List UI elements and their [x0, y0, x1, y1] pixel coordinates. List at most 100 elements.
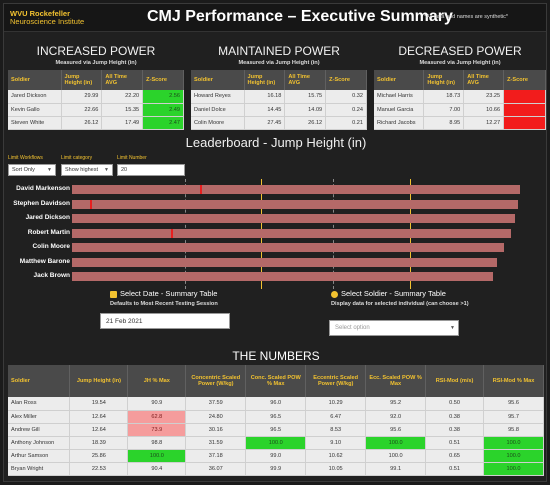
metric-cell: 9.10 [305, 436, 367, 450]
logo-line-2: Neuroscience Institute [10, 17, 85, 26]
soldier-name: Steven White [8, 116, 62, 130]
col-conc-pct-max[interactable]: Conc. Scaled POW % Max [245, 365, 307, 397]
athlete-label: Matthew Barone [19, 257, 70, 265]
col-jump-height[interactable]: Jump Height (in) [423, 70, 465, 90]
soldier-name: Bryan Wright [8, 462, 71, 476]
jump-height: 7.00 [423, 103, 465, 117]
col-z-score[interactable]: Z-Score [142, 70, 184, 90]
leaderboard-bar[interactable] [72, 243, 504, 252]
col-jh-pct-max[interactable]: JH % Max [127, 365, 187, 397]
col-z-score[interactable]: Z-Score [325, 70, 367, 90]
synthetic-data-disclaimer: *All data and names are synthetic* [424, 14, 509, 20]
metric-cell: 98.8 [127, 436, 187, 450]
all-time-avg: 15.35 [101, 103, 144, 117]
metric-cell: 24.80 [185, 410, 247, 424]
col-soldier[interactable]: Soldier [191, 70, 245, 90]
metric-cell: 73.9 [127, 423, 187, 437]
wvu-logo: WVU Rockefeller Neuroscience Institute [10, 10, 84, 26]
metric-cell: 99.9 [245, 462, 307, 476]
metric-cell: 25.86 [69, 449, 129, 463]
col-jump-height[interactable]: Jump Height (in) [69, 365, 129, 397]
athlete-label: Jack Brown [33, 272, 71, 279]
col-z-score[interactable]: Z-Score [503, 70, 546, 90]
metric-cell: 95.7 [483, 410, 544, 424]
z-score: 0.32 [325, 90, 367, 104]
all-time-avg: 17.49 [101, 116, 144, 130]
metric-cell: 30.16 [185, 423, 247, 437]
table-row: Kevin Gallo 22.66 15.35 2.49 [8, 103, 184, 117]
metric-cell: 12.64 [69, 410, 129, 424]
leaderboard-bar[interactable] [72, 257, 498, 267]
col-jump-height[interactable]: Jump Height (in) [244, 70, 286, 90]
decreased-power-table: Soldier Jump Height (in) All Time AVG Z-… [374, 70, 546, 130]
category-select[interactable]: Show highest ▼ [61, 164, 113, 176]
col-rsi-mod[interactable]: RSI-Mod (m/s) [425, 365, 485, 397]
col-all-time-avg[interactable]: All Time AVG [101, 70, 144, 90]
all-time-avg: 15.75 [284, 90, 327, 104]
jump-height: 8.95 [423, 116, 465, 130]
date-input[interactable]: 21 Feb 2021 [100, 313, 230, 329]
athlete-label: Jared Dickson [25, 214, 70, 221]
metric-cell: 0.50 [425, 397, 485, 411]
table-row: Richard Jacobs 8.95 12.27 [374, 116, 546, 130]
soldier-name: Colin Moore [191, 116, 245, 130]
metric-cell: 0.51 [425, 462, 485, 476]
filter-label-number: Limit Number [117, 155, 147, 161]
metric-cell: 95.2 [365, 397, 427, 411]
leaderboard-bar[interactable] [72, 228, 511, 238]
leaderboard-bar[interactable] [72, 185, 520, 194]
col-soldier[interactable]: Soldier [8, 70, 62, 90]
soldier-name: Arthur Samson [8, 449, 71, 463]
all-time-avg: 26.12 [284, 116, 327, 130]
metric-cell: 99.1 [365, 462, 427, 476]
col-ecc-power[interactable]: Eccentric Scaled Power (W/kg) [305, 365, 367, 397]
leaderboard-chart: David Markenson Stephen Davidson Jared Dic… [4, 179, 546, 291]
decreased-power-subtitle: Measured via Jump Height (in) [419, 60, 501, 66]
metric-cell: 36.07 [185, 462, 247, 476]
filter-label-category: Limit category [61, 155, 93, 161]
table-row: Anthony Johnson 18.39 98.8 31.59 100.0 9.10 10… [8, 436, 544, 450]
soldier-name: Kevin Gallo [8, 103, 62, 117]
soldier-name: Andrew Gill [8, 423, 71, 437]
metric-cell: 90.9 [127, 397, 187, 411]
metric-cell: 18.39 [69, 436, 129, 450]
page-title: CMJ Performance – Executive Summary [147, 8, 453, 25]
all-time-avg: 22.20 [101, 90, 144, 104]
col-all-time-avg[interactable]: All Time AVG [284, 70, 327, 90]
metric-cell: 0.38 [425, 410, 485, 424]
limit-number-input[interactable]: 20 [117, 164, 185, 176]
soldier-select[interactable]: Select option ▼ [329, 320, 459, 336]
select-date-title-text: Select Date - Summary Table [120, 289, 218, 298]
jump-height: 16.18 [244, 90, 286, 104]
select-soldier-title: Select Soldier - Summary Table [331, 289, 446, 298]
table-row: Michael Harris 18.73 23.25 [374, 90, 546, 104]
leaderboard-bar[interactable] [72, 214, 516, 223]
soldier-name: Daniel Dolce [191, 103, 245, 117]
metric-cell: 12.64 [69, 423, 129, 437]
soldier-select-placeholder: Select option [335, 325, 370, 331]
workflow-select[interactable]: Sort Only ▼ [8, 164, 56, 176]
workflow-select-value: Sort Only [12, 167, 35, 173]
table-row: Arthur Samson 25.86 100.0 37.18 99.0 10.62 100… [8, 449, 544, 463]
col-rsi-pct-max[interactable]: RSI-Mod % Max [483, 365, 544, 397]
metric-cell: 8.53 [305, 423, 367, 437]
jump-height: 14.45 [244, 103, 286, 117]
previous-best-marker [171, 228, 173, 238]
col-conc-power[interactable]: Concentric Scaled Power (W/kg) [185, 365, 247, 397]
metric-cell: 10.29 [305, 397, 367, 411]
metric-cell: 100.0 [483, 462, 544, 476]
leaderboard-bar[interactable] [72, 272, 493, 281]
col-soldier[interactable]: Soldier [374, 70, 425, 90]
col-ecc-pct-max[interactable]: Ecc. Scaled POW % Max [365, 365, 427, 397]
col-all-time-avg[interactable]: All Time AVG [463, 70, 505, 90]
soldier-name: Howard Reyes [191, 90, 245, 104]
leaderboard-bar[interactable] [72, 199, 518, 209]
z-score: 0.24 [325, 103, 367, 117]
metric-cell: 0.51 [425, 436, 485, 450]
metric-cell: 100.0 [365, 436, 427, 450]
col-soldier[interactable]: Soldier [8, 365, 71, 397]
athlete-label: Stephen Davidson [13, 199, 70, 207]
metric-cell: 100.0 [365, 449, 427, 463]
z-score: 0.21 [325, 116, 367, 130]
col-jump-height[interactable]: Jump Height (in) [61, 70, 103, 90]
